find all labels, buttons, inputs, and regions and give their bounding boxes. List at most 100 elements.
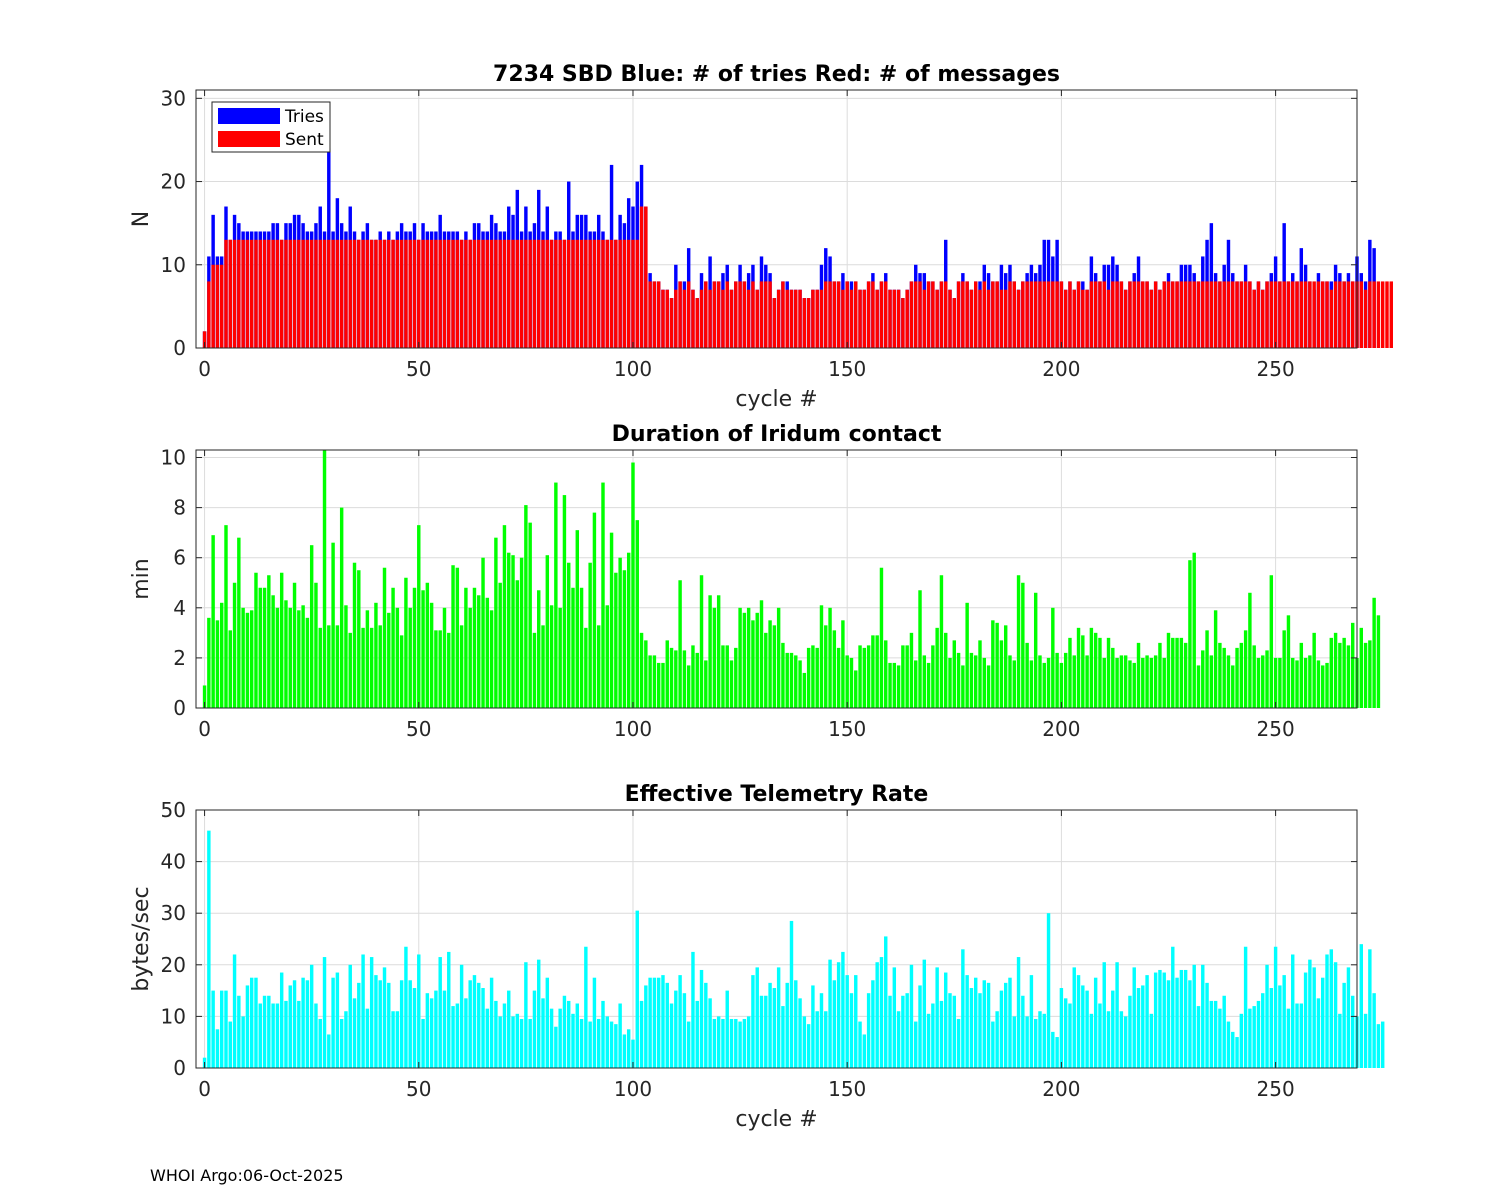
bar <box>1179 637 1184 708</box>
bar <box>571 239 575 348</box>
bar <box>755 967 759 1068</box>
bar <box>515 239 520 348</box>
bar <box>1162 657 1166 708</box>
bar <box>1218 642 1222 708</box>
bar <box>922 959 927 1068</box>
bar <box>858 645 862 708</box>
bar <box>348 632 352 708</box>
bar <box>399 239 404 348</box>
bar <box>631 1039 635 1068</box>
y-axis-label: bytes/sec <box>129 886 154 991</box>
bar <box>1012 660 1016 708</box>
bar <box>1128 281 1132 348</box>
bar <box>742 612 747 708</box>
bar <box>914 660 918 708</box>
bar <box>1115 281 1119 348</box>
bar <box>1351 995 1355 1068</box>
bar <box>1076 975 1081 1068</box>
bar <box>1201 281 1205 348</box>
bar <box>772 625 777 708</box>
bar <box>759 281 764 348</box>
bar <box>1115 962 1119 1068</box>
bar <box>1196 1006 1201 1068</box>
bar <box>1205 630 1209 708</box>
bar <box>1025 281 1029 348</box>
bar <box>1239 281 1244 348</box>
x-tick-label: 0 <box>198 357 211 381</box>
bar <box>815 1011 819 1068</box>
bar <box>1363 289 1368 348</box>
bar <box>284 1000 288 1068</box>
bar <box>776 967 781 1068</box>
bar <box>1269 281 1274 348</box>
bar <box>541 625 545 708</box>
bar <box>1269 988 1274 1068</box>
bar <box>734 1018 738 1068</box>
bar <box>609 532 614 708</box>
bar <box>1111 647 1115 708</box>
bar <box>1016 289 1021 348</box>
chart-title: Effective Telemetry Rate <box>625 782 929 807</box>
bar <box>241 607 245 708</box>
bar <box>944 972 948 1068</box>
bar <box>789 652 794 708</box>
bar <box>1213 281 1218 348</box>
bar <box>1038 655 1042 708</box>
bar <box>1261 289 1265 348</box>
bar <box>404 946 408 1068</box>
bar <box>378 625 382 708</box>
bar <box>716 281 721 348</box>
bar <box>1192 281 1196 348</box>
bar <box>275 607 280 708</box>
bar <box>305 239 310 348</box>
bar <box>652 655 657 708</box>
bar <box>339 239 344 348</box>
bar <box>1389 281 1393 348</box>
bar <box>674 990 678 1068</box>
bar <box>768 620 772 708</box>
bar <box>699 575 704 708</box>
y-tick-label: 4 <box>173 596 186 620</box>
bar <box>1346 281 1351 348</box>
bar <box>314 239 318 348</box>
bar <box>768 281 772 348</box>
bar <box>395 239 400 348</box>
bar <box>725 281 729 348</box>
bar <box>1183 642 1188 708</box>
bar <box>806 298 811 348</box>
bar <box>648 977 652 1068</box>
bar <box>464 239 468 348</box>
bar <box>1269 575 1274 708</box>
bar <box>879 567 884 708</box>
bar <box>712 1018 717 1068</box>
bar <box>408 607 412 708</box>
bar <box>391 587 395 708</box>
bar <box>532 239 537 348</box>
bar <box>305 980 310 1068</box>
bar <box>845 655 849 708</box>
bar <box>399 635 404 708</box>
x-axis-label: cycle # <box>735 1107 817 1132</box>
bar <box>1321 281 1325 348</box>
bar <box>622 239 627 348</box>
bar <box>1359 627 1363 708</box>
bar <box>781 642 785 708</box>
x-tick-label: 200 <box>1042 717 1080 741</box>
axes-frame <box>195 449 1358 709</box>
bar <box>1380 281 1385 348</box>
bar <box>584 239 588 348</box>
bar <box>412 587 417 708</box>
bar <box>1282 630 1286 708</box>
bar <box>806 647 811 708</box>
bar <box>1136 642 1141 708</box>
bar <box>738 607 742 708</box>
bar <box>267 995 271 1068</box>
bar <box>785 982 789 1068</box>
bar <box>412 988 417 1068</box>
bar <box>297 239 301 348</box>
bar <box>549 605 554 708</box>
bar <box>554 482 558 708</box>
bar <box>352 562 357 708</box>
bar <box>1368 949 1372 1068</box>
bar <box>228 630 232 708</box>
